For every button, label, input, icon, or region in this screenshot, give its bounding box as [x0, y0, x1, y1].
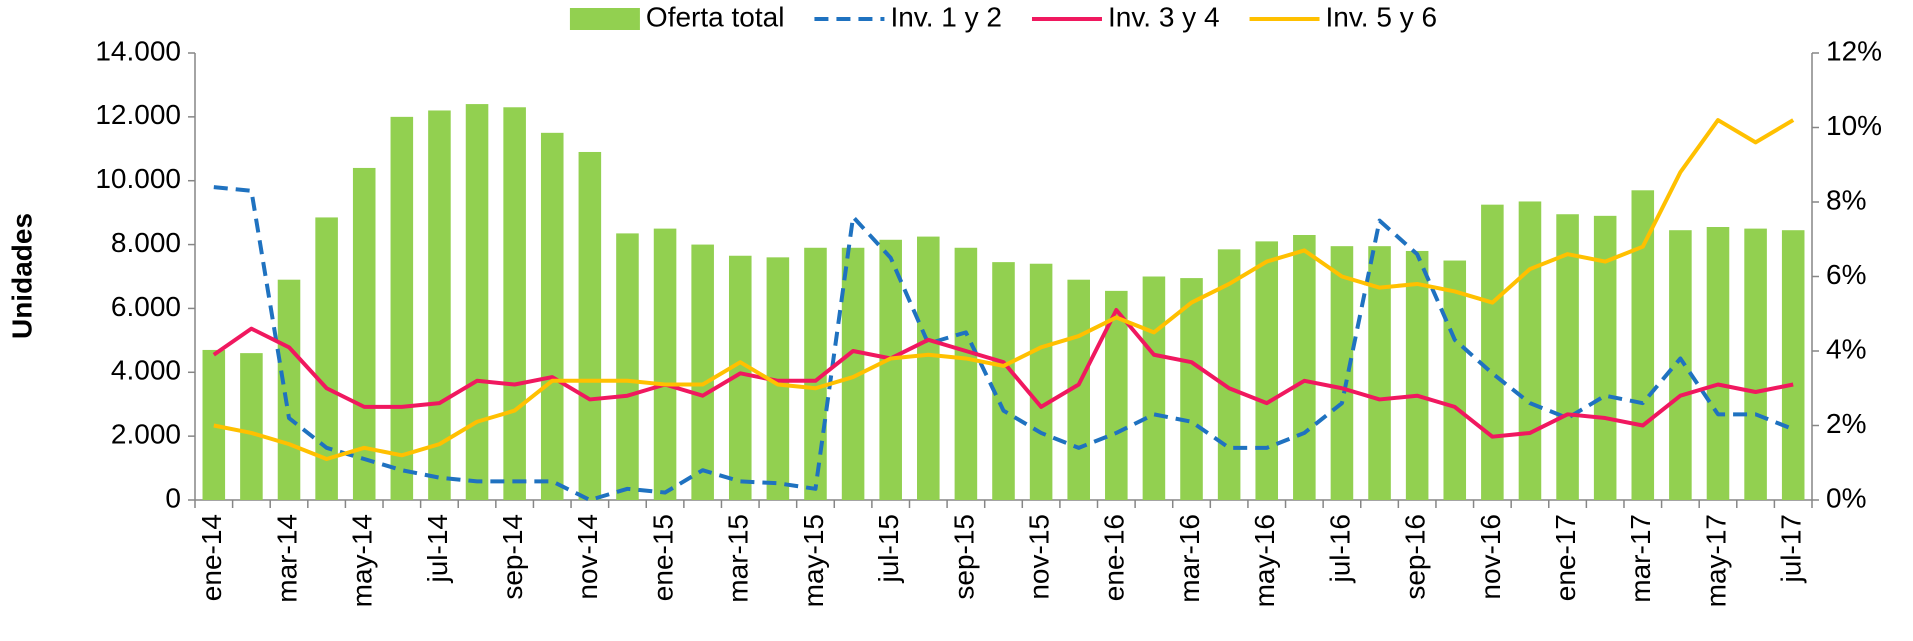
bar	[390, 116, 414, 500]
line	[213, 118, 1795, 462]
y-tick-label: 4.000	[111, 355, 181, 386]
bar	[1255, 241, 1279, 500]
x-tick-label: jul-16	[1324, 514, 1355, 583]
line	[213, 185, 1794, 502]
bar	[1217, 249, 1241, 500]
bar	[1180, 278, 1203, 500]
bar	[728, 255, 752, 500]
bar	[1556, 214, 1579, 500]
bar	[1405, 250, 1429, 500]
bar	[766, 257, 790, 500]
legend-label: Inv. 1 y 2	[890, 1, 1002, 32]
y-tick-label: 0	[165, 482, 181, 513]
y2-tick-label: 0%	[1826, 482, 1866, 513]
y-tick-label: 12.000	[95, 99, 181, 130]
bar	[1481, 204, 1504, 501]
y2-tick-label: 8%	[1826, 184, 1866, 215]
bar	[465, 104, 489, 500]
bar	[240, 353, 263, 500]
x-tick-label: may-14	[347, 514, 378, 607]
x-tick-label: ene-14	[196, 514, 227, 601]
bar	[992, 262, 1015, 500]
x-tick-label: may-17	[1700, 514, 1731, 607]
bar	[841, 247, 865, 500]
bar	[653, 228, 677, 500]
x-tick-label: mar-14	[271, 514, 302, 603]
x-tick-label: ene-16	[1099, 514, 1130, 601]
x-tick-label: mar-15	[723, 514, 754, 603]
y-tick-label: 2.000	[111, 419, 181, 450]
x-tick-label: nov-16	[1475, 514, 1506, 600]
bar	[616, 233, 639, 500]
bar	[1368, 246, 1391, 500]
bar	[1706, 227, 1730, 500]
x-tick-label: jul-15	[873, 514, 904, 583]
x-tick-label: nov-15	[1023, 514, 1054, 600]
legend-label: Inv. 5 y 6	[1326, 1, 1438, 32]
bar	[1518, 201, 1542, 501]
x-tick-label: may-15	[798, 514, 829, 607]
x-tick-label: jul-17	[1776, 514, 1807, 583]
x-tick-label: ene-15	[647, 514, 678, 601]
bar	[917, 236, 940, 500]
bar	[202, 349, 226, 500]
bar	[540, 132, 564, 501]
x-tick-label: sep-16	[1400, 514, 1431, 600]
bar	[804, 247, 827, 500]
line	[212, 308, 1794, 439]
y2-tick-label: 10%	[1826, 110, 1882, 141]
bar	[1029, 263, 1053, 500]
bar	[954, 247, 978, 500]
x-tick-label: mar-17	[1625, 514, 1656, 603]
y2-tick-label: 6%	[1826, 259, 1866, 290]
legend-swatch	[569, 8, 640, 30]
bar	[691, 244, 714, 500]
x-tick-label: sep-14	[497, 514, 528, 600]
x-tick-label: jul-14	[422, 514, 453, 583]
legend: Oferta total Inv. 1 y 2 Inv. 3 y 4 Inv. 5 y…	[569, 1, 1438, 32]
y-tick-label: 10.000	[95, 163, 181, 194]
legend-label: Inv. 3 y 4	[1108, 1, 1220, 32]
bar	[879, 239, 902, 500]
bar	[1330, 246, 1354, 500]
bar	[1744, 228, 1767, 500]
bar	[1631, 190, 1655, 501]
y-tick-label: 8.000	[111, 227, 181, 258]
y-tick-label: 14.000	[95, 35, 181, 66]
x-tick-label: ene-17	[1550, 514, 1581, 601]
bar	[1593, 215, 1617, 501]
y2-tick-label: 12%	[1826, 35, 1882, 66]
x-tick-label: mar-16	[1174, 514, 1205, 603]
x-tick-label: nov-14	[572, 514, 603, 600]
bar	[578, 151, 602, 500]
bar	[1669, 230, 1692, 501]
y2-tick-label: 4%	[1826, 333, 1866, 364]
y-tick-label: 6.000	[111, 291, 181, 322]
bar	[503, 107, 526, 501]
bar	[1781, 230, 1805, 501]
bar	[1293, 234, 1316, 500]
legend-label: Oferta total	[646, 1, 785, 32]
bar	[315, 217, 338, 501]
x-tick-label: may-16	[1249, 514, 1280, 607]
bar	[352, 167, 376, 500]
bar	[277, 279, 301, 500]
bar	[1142, 276, 1166, 500]
x-tick-label: sep-15	[948, 514, 979, 600]
bar	[1443, 260, 1467, 500]
y2-tick-label: 2%	[1826, 408, 1866, 439]
bar	[1105, 290, 1128, 500]
y-axis-title: Unidades	[6, 213, 37, 339]
